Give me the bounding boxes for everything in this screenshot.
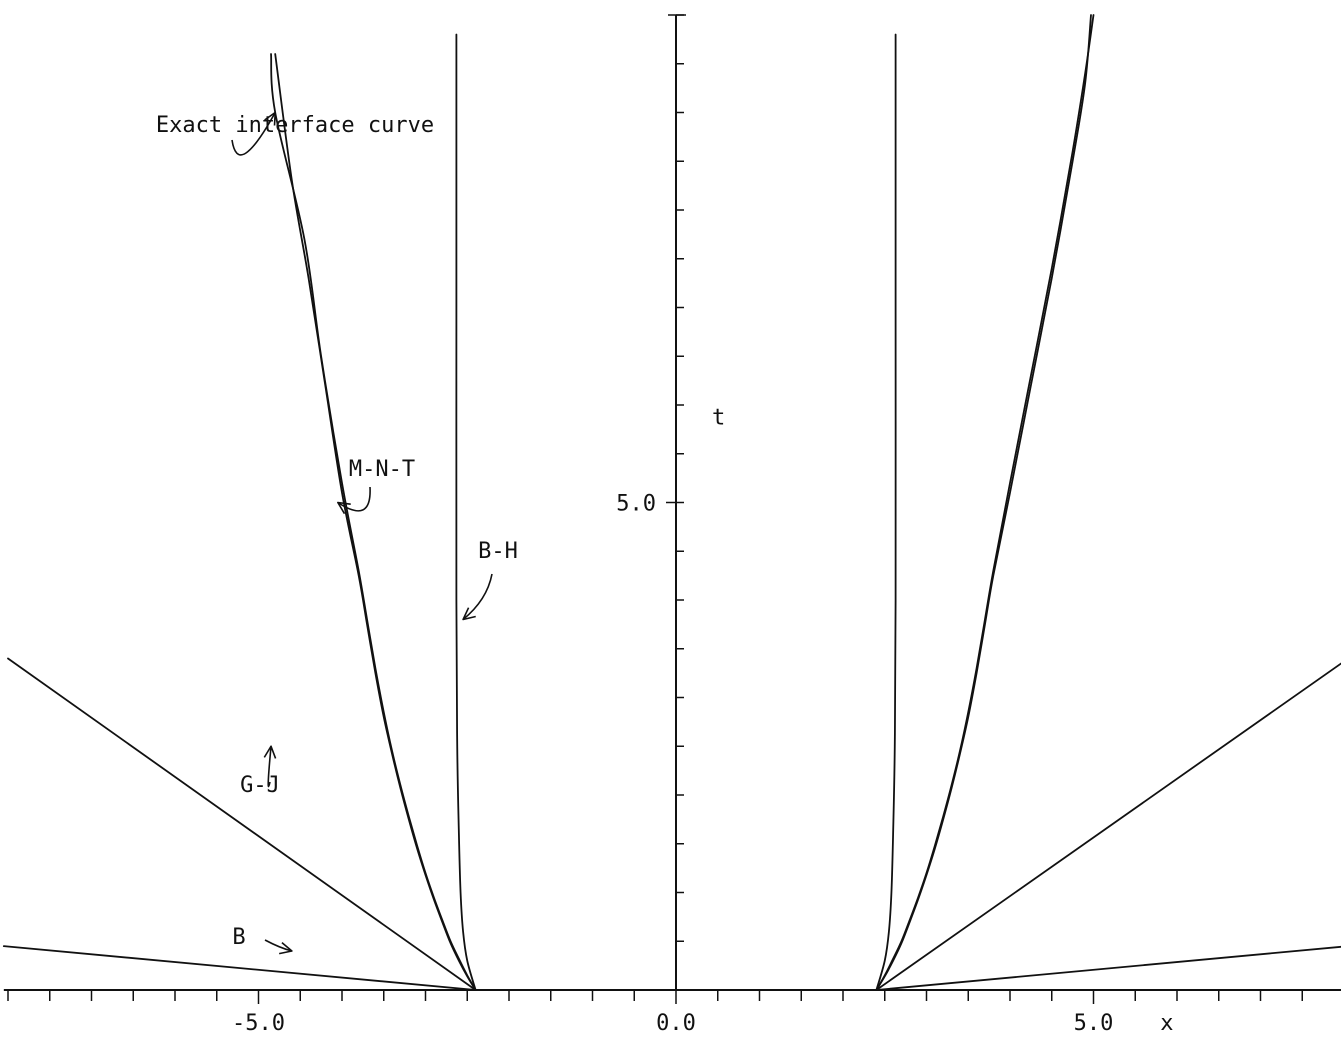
series-b-h-branch-right bbox=[875, 33, 897, 991]
series-m-n-t-branch-right bbox=[875, 14, 1092, 991]
annotation-m-n-t-arrow bbox=[337, 486, 371, 512]
series-m-n-t bbox=[274, 14, 1092, 991]
annotation-b-h-label: B-H bbox=[478, 539, 518, 564]
series-g-j-branch-right bbox=[875, 662, 1341, 991]
annotation-exact-interface-curve-label: Exact interface curve bbox=[156, 113, 434, 138]
series-b-branch-left bbox=[2, 945, 477, 991]
annotation-b-h-arrow bbox=[462, 573, 493, 621]
x-tick-label-0-0: 0.0 bbox=[656, 1011, 696, 1036]
annotation-b-h-arrowhead bbox=[462, 607, 476, 621]
annotation-g-j-label: G-J bbox=[240, 773, 280, 798]
x-tick-label-5-0: 5.0 bbox=[1074, 1011, 1114, 1036]
series-b-h bbox=[455, 33, 897, 991]
annotation-layer: Exact interface curve M-N-T B-H G-J B bbox=[156, 111, 518, 955]
annotation-b-label: B bbox=[232, 925, 245, 950]
series-g-j-branch-left bbox=[7, 657, 477, 991]
annotation-m-n-t-arrowhead bbox=[337, 501, 351, 515]
annotation-g-j-arrow bbox=[267, 746, 272, 788]
annotation-exact-interface-curve-arrowhead bbox=[264, 111, 276, 126]
series-b bbox=[2, 945, 1341, 991]
series-layer bbox=[2, 14, 1341, 991]
series-g-j bbox=[7, 657, 1341, 991]
t-axis-label: t bbox=[712, 406, 725, 431]
x-tick-label-5-0: -5.0 bbox=[232, 1011, 285, 1036]
annotation-exact-interface-curve-arrow bbox=[231, 112, 276, 156]
series-b-h-branch-left bbox=[455, 33, 477, 991]
series-b-branch-right bbox=[875, 945, 1341, 991]
annotation-g-j-arrowhead bbox=[263, 745, 277, 759]
annotation-b-arrowhead bbox=[279, 942, 293, 955]
annotation-b-arrow bbox=[264, 939, 293, 952]
annotation-m-n-t-label: M-N-T bbox=[349, 457, 415, 482]
series-exact-interface-curve-branch-right bbox=[875, 14, 1095, 991]
axes: -5.0 0.0 5.0 5.0 x t bbox=[3, 14, 1341, 1036]
x-axis-label: x bbox=[1160, 1011, 1173, 1036]
series-m-n-t-branch-left bbox=[274, 53, 477, 991]
t-tick-label-5-0: 5.0 bbox=[616, 492, 656, 517]
series-exact-interface-curve-branch-left bbox=[270, 53, 477, 991]
